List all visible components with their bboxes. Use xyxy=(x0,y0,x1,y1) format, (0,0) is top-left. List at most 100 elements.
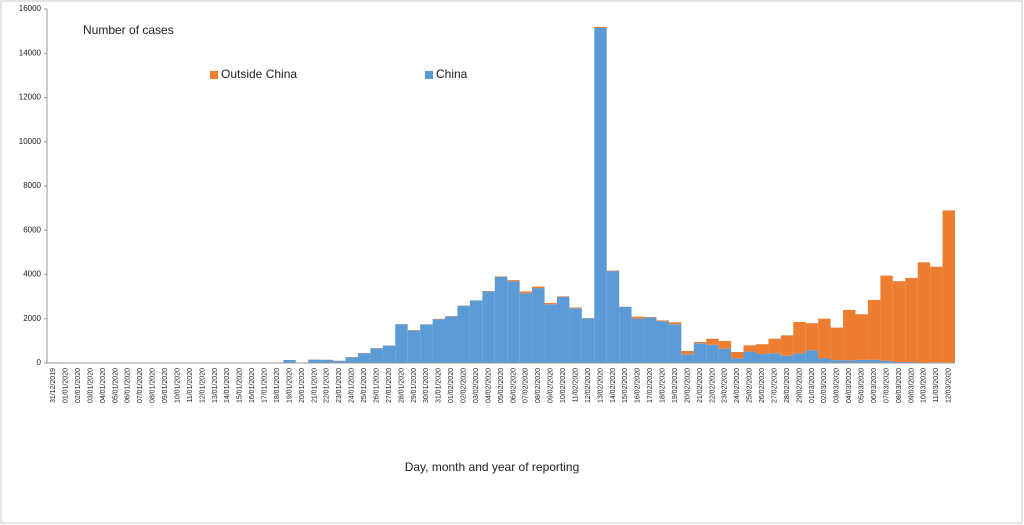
bar-segment xyxy=(581,318,595,363)
bar-segment xyxy=(830,327,844,361)
bar-segment xyxy=(855,359,868,363)
x-tick-label: 28/01/2020 xyxy=(398,368,405,403)
bar-segment xyxy=(345,357,358,363)
x-tick-label: 25/01/2020 xyxy=(361,368,368,403)
x-tick-label: 12/03/2020 xyxy=(946,368,953,403)
bar-segment xyxy=(818,318,831,359)
bar-segment xyxy=(880,360,893,363)
y-tick-label: 8000 xyxy=(23,181,41,190)
x-tick-label: 29/02/2020 xyxy=(796,368,803,403)
x-tick-label: 12/01/2020 xyxy=(199,368,206,403)
bar-segment xyxy=(507,281,520,363)
x-tick-label: 01/01/2020 xyxy=(63,368,70,403)
x-tick-label: 29/01/2020 xyxy=(411,368,418,403)
bar-segment xyxy=(494,276,508,363)
bar-segment xyxy=(892,281,906,362)
bar-segment xyxy=(494,276,508,277)
x-tick-label: 22/02/2020 xyxy=(709,368,716,403)
x-tick-label: 15/02/2020 xyxy=(622,368,629,403)
bar-segment xyxy=(482,291,495,363)
bar-segment xyxy=(656,321,669,363)
x-tick-label: 09/01/2020 xyxy=(162,368,169,403)
legend-label: China xyxy=(436,67,468,81)
bar-segment xyxy=(780,355,794,363)
x-tick-label: 23/01/2020 xyxy=(336,368,343,403)
bar-segment xyxy=(532,288,545,363)
x-tick-label: 17/02/2020 xyxy=(647,368,654,403)
bar-segment xyxy=(930,266,943,363)
bar-segment xyxy=(843,360,856,363)
bar-segment xyxy=(631,318,645,363)
y-tick-label: 0 xyxy=(37,358,42,367)
bar-segment xyxy=(519,293,533,363)
x-tick-label: 19/02/2020 xyxy=(672,368,679,403)
x-tick-label: 04/03/2020 xyxy=(846,368,853,403)
bar-segment xyxy=(892,361,906,363)
y-tick-label: 6000 xyxy=(23,225,41,234)
x-tick-label: 21/02/2020 xyxy=(697,368,704,403)
x-tick-label: 03/02/2020 xyxy=(473,368,480,403)
x-tick-label: 19/01/2020 xyxy=(286,368,293,403)
x-tick-label: 24/02/2020 xyxy=(734,368,741,403)
x-tick-label: 11/02/2020 xyxy=(572,368,579,403)
chart-title: Number of cases xyxy=(83,23,174,37)
x-tick-label: 02/01/2020 xyxy=(75,368,82,403)
x-tick-label: 31/12/2019 xyxy=(50,368,57,403)
x-tick-label: 22/01/2020 xyxy=(324,368,331,403)
bar-segment xyxy=(743,351,756,363)
x-tick-label: 18/02/2020 xyxy=(660,368,667,403)
bar-segment xyxy=(905,277,918,363)
bar-segment xyxy=(681,350,694,355)
bar-segment xyxy=(644,317,657,363)
bar-segment xyxy=(880,275,893,361)
bar-segment xyxy=(631,316,645,319)
bar-segment xyxy=(544,304,557,363)
bar-segment xyxy=(805,350,819,363)
bar-segment xyxy=(743,345,756,352)
bar-segment xyxy=(594,26,607,29)
x-tick-label: 21/01/2020 xyxy=(311,368,318,403)
x-tick-label: 03/03/2020 xyxy=(834,368,841,403)
bar-segment xyxy=(668,322,682,325)
bar-segment xyxy=(755,353,769,363)
x-tick-label: 25/02/2020 xyxy=(747,368,754,403)
bar-segment xyxy=(867,359,881,363)
bar-segment xyxy=(556,296,570,363)
x-axis-title: Day, month and year of reporting xyxy=(405,460,580,474)
bar-segment xyxy=(693,341,707,344)
x-tick-label: 26/01/2020 xyxy=(373,368,380,403)
bar-segment xyxy=(333,360,346,363)
x-tick-label: 02/03/2020 xyxy=(821,368,828,403)
y-tick-label: 4000 xyxy=(23,270,41,279)
x-tick-label: 07/02/2020 xyxy=(523,368,530,403)
bar-segment xyxy=(519,291,533,294)
x-tick-label: 17/01/2020 xyxy=(262,368,269,403)
legend-label: Outside China xyxy=(221,67,297,81)
x-tick-label: 09/03/2020 xyxy=(908,368,915,403)
bar-segment xyxy=(706,344,719,363)
x-tick-label: 05/01/2020 xyxy=(112,368,119,403)
bar-segment xyxy=(283,359,296,363)
y-tick-label: 12000 xyxy=(19,93,42,102)
bar-segment xyxy=(432,319,446,363)
bar-segment xyxy=(731,358,744,363)
bar-segment xyxy=(556,296,570,297)
x-tick-label: 04/01/2020 xyxy=(100,368,107,403)
x-tick-label: 06/03/2020 xyxy=(871,368,878,403)
x-tick-label: 27/01/2020 xyxy=(386,368,393,403)
bar-segment xyxy=(867,300,881,360)
x-tick-label: 13/02/2020 xyxy=(597,368,604,403)
x-tick-label: 07/03/2020 xyxy=(883,368,890,403)
bar-segment xyxy=(395,324,408,363)
x-tick-label: 01/03/2020 xyxy=(809,368,816,403)
bar-segment xyxy=(619,306,632,363)
legend-swatch xyxy=(425,71,433,79)
x-tick-label: 20/02/2020 xyxy=(684,368,691,403)
bar-segment xyxy=(830,360,844,363)
bar-segment xyxy=(917,262,931,363)
bar-segment xyxy=(569,308,582,363)
x-tick-label: 28/02/2020 xyxy=(784,368,791,403)
bar-segment xyxy=(469,300,483,363)
